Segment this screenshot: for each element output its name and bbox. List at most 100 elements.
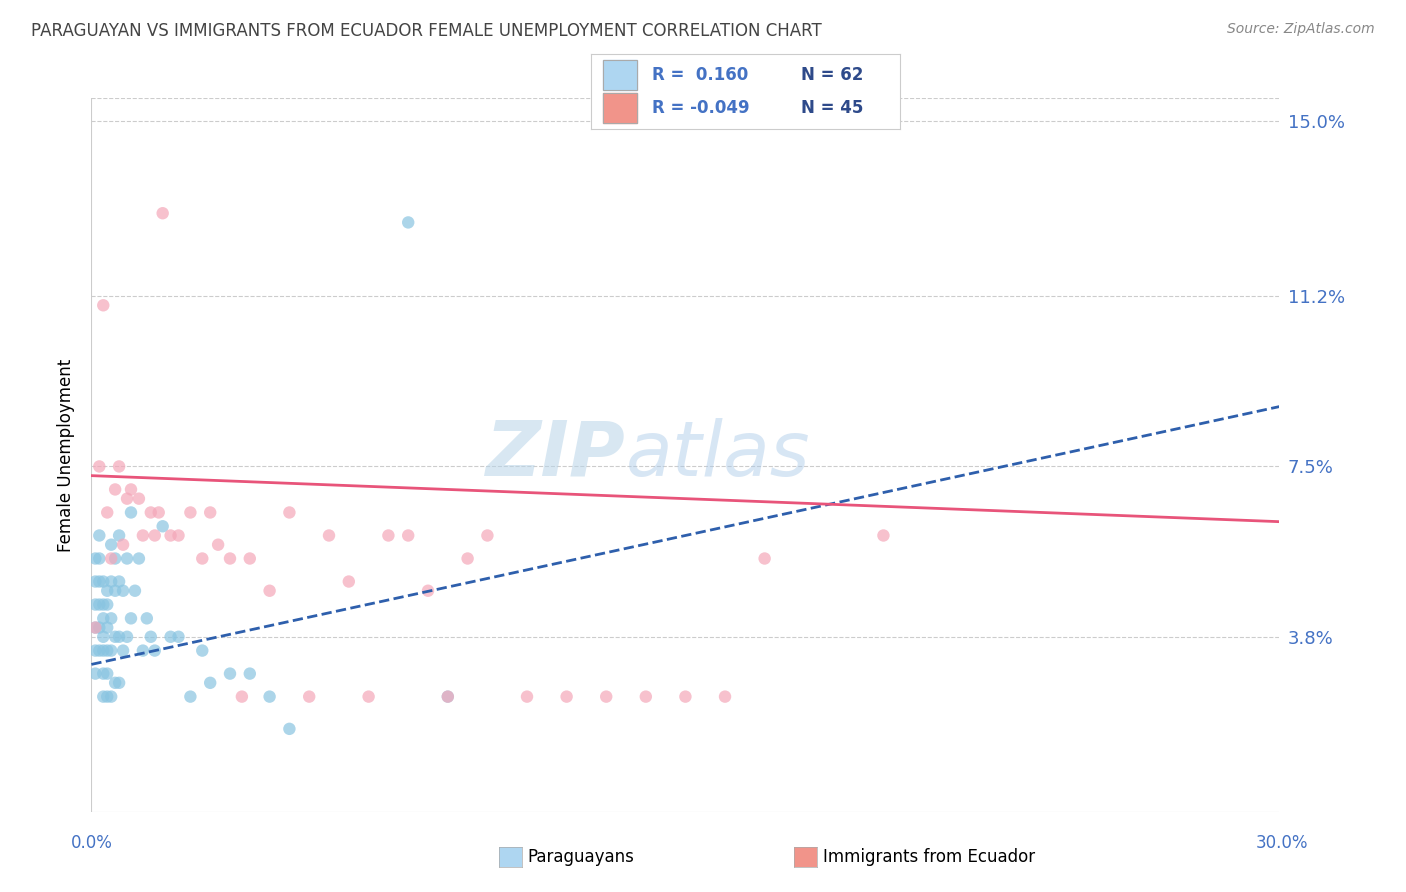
- Point: [191, 643, 214, 657]
- Point: [219, 666, 242, 681]
- Text: N = 62: N = 62: [801, 66, 863, 84]
- Point: [259, 583, 281, 598]
- Text: atlas: atlas: [626, 418, 810, 491]
- Point: [104, 583, 127, 598]
- Point: [96, 690, 118, 704]
- Text: 0.0%: 0.0%: [70, 834, 112, 852]
- Text: N = 45: N = 45: [801, 99, 863, 117]
- Point: [89, 459, 111, 474]
- Bar: [603, 93, 637, 123]
- Bar: [603, 60, 637, 90]
- Point: [108, 459, 131, 474]
- Point: [108, 574, 131, 589]
- Point: [91, 574, 114, 589]
- Point: [132, 528, 155, 542]
- Point: [673, 690, 696, 704]
- Point: [89, 551, 111, 566]
- Point: [89, 574, 111, 589]
- Point: [148, 506, 170, 520]
- Bar: [603, 60, 637, 90]
- Point: [239, 551, 262, 566]
- Point: [84, 643, 107, 657]
- Point: [108, 675, 131, 690]
- Point: [100, 551, 122, 566]
- Point: [152, 206, 174, 220]
- Text: PARAGUAYAN VS IMMIGRANTS FROM ECUADOR FEMALE UNEMPLOYMENT CORRELATION CHART: PARAGUAYAN VS IMMIGRANTS FROM ECUADOR FE…: [31, 22, 821, 40]
- Point: [91, 666, 114, 681]
- Point: [219, 551, 242, 566]
- Point: [89, 643, 111, 657]
- Point: [115, 551, 138, 566]
- Point: [179, 506, 201, 520]
- Text: Paraguayans: Paraguayans: [527, 848, 634, 866]
- Point: [714, 690, 737, 704]
- Point: [84, 621, 107, 635]
- Point: [128, 551, 150, 566]
- Point: [84, 574, 107, 589]
- Point: [239, 666, 262, 681]
- Point: [108, 630, 131, 644]
- Point: [124, 583, 146, 598]
- Point: [191, 551, 214, 566]
- Point: [91, 298, 114, 312]
- Point: [634, 690, 657, 704]
- Point: [120, 611, 142, 625]
- Point: [436, 690, 458, 704]
- Point: [120, 506, 142, 520]
- Point: [112, 583, 135, 598]
- Point: [477, 528, 499, 542]
- Text: Source: ZipAtlas.com: Source: ZipAtlas.com: [1227, 22, 1375, 37]
- Point: [159, 528, 181, 542]
- Point: [115, 491, 138, 506]
- Point: [84, 666, 107, 681]
- Point: [100, 643, 122, 657]
- Point: [457, 551, 479, 566]
- Point: [100, 538, 122, 552]
- Point: [100, 574, 122, 589]
- Point: [555, 690, 578, 704]
- Point: [115, 630, 138, 644]
- Point: [84, 551, 107, 566]
- Point: [259, 690, 281, 704]
- Point: [104, 551, 127, 566]
- Point: [200, 675, 222, 690]
- Point: [318, 528, 340, 542]
- Point: [132, 643, 155, 657]
- Text: 30.0%: 30.0%: [1256, 834, 1309, 852]
- Point: [96, 621, 118, 635]
- Text: R =  0.160: R = 0.160: [652, 66, 748, 84]
- Point: [96, 598, 118, 612]
- Point: [91, 690, 114, 704]
- Point: [139, 630, 162, 644]
- Point: [84, 621, 107, 635]
- Point: [89, 621, 111, 635]
- Point: [179, 690, 201, 704]
- Point: [159, 630, 181, 644]
- Point: [357, 690, 380, 704]
- Point: [754, 551, 776, 566]
- Point: [200, 506, 222, 520]
- Point: [278, 722, 301, 736]
- Text: R = -0.049: R = -0.049: [652, 99, 749, 117]
- Point: [278, 506, 301, 520]
- Bar: [603, 93, 637, 123]
- Point: [135, 611, 157, 625]
- Point: [120, 483, 142, 497]
- Point: [595, 690, 617, 704]
- Point: [143, 528, 166, 542]
- Point: [96, 643, 118, 657]
- Point: [96, 666, 118, 681]
- Point: [298, 690, 321, 704]
- Point: [96, 506, 118, 520]
- Point: [231, 690, 253, 704]
- Y-axis label: Female Unemployment: Female Unemployment: [56, 359, 75, 551]
- Point: [143, 643, 166, 657]
- Point: [167, 528, 190, 542]
- Text: Immigrants from Ecuador: Immigrants from Ecuador: [823, 848, 1035, 866]
- Point: [377, 528, 399, 542]
- Point: [104, 483, 127, 497]
- Point: [167, 630, 190, 644]
- Point: [516, 690, 538, 704]
- Point: [139, 506, 162, 520]
- Point: [152, 519, 174, 533]
